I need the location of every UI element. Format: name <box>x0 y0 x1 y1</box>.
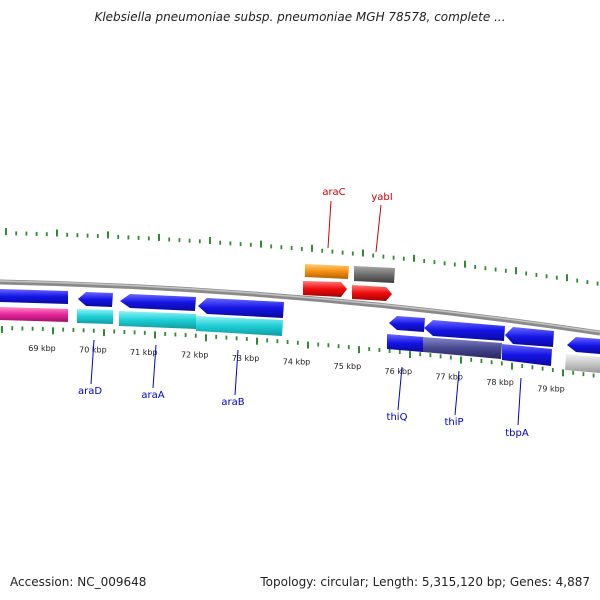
genome-backbone <box>0 279 600 336</box>
gene-label-thiP[interactable]: thiP <box>444 417 463 428</box>
kbp-tick-label: 74 kbp <box>283 358 311 367</box>
gene-slate-lower[interactable] <box>423 337 502 359</box>
gene-reverse-blue-left[interactable] <box>0 289 68 304</box>
genome-backbone-highlight <box>0 280 600 333</box>
gene-label-group: araC yabI araD araA araB thiQ thiP tbpA <box>78 187 529 439</box>
gene-forward-red-2[interactable] <box>352 285 392 301</box>
gene-cyan-2[interactable] <box>119 311 196 329</box>
gene-label-araD[interactable]: araD <box>78 386 102 397</box>
gene-thiP-arrow[interactable] <box>424 320 505 341</box>
gene-light-grey[interactable] <box>565 354 600 373</box>
gene-cyan-3[interactable] <box>196 316 283 336</box>
gene-label-araC[interactable]: araC <box>322 187 345 198</box>
gene-cyan-1[interactable] <box>77 309 113 324</box>
kbp-tick-label: 78 kbp <box>486 378 514 387</box>
kbp-tick-label: 71 kbp <box>130 348 158 357</box>
kbp-tick-label: 75 kbp <box>334 362 362 371</box>
gene-yabI-arrow[interactable] <box>354 266 395 283</box>
upper-tick-track <box>5 228 599 286</box>
gene-tbpA-arrow[interactable] <box>505 327 554 347</box>
gene-label-araB[interactable]: araB <box>221 397 244 408</box>
kbp-tick-label: 79 kbp <box>537 385 565 394</box>
gene-label-tbpA[interactable]: tbpA <box>505 428 529 439</box>
kbp-tick-label: 77 kbp <box>435 372 463 381</box>
gene-label-thiQ[interactable]: thiQ <box>387 412 408 423</box>
topology-summary: Topology: circular; Length: 5,315,120 bp… <box>260 575 590 589</box>
gene-forward-red-1[interactable] <box>303 281 347 297</box>
gene-blue-lower-2[interactable] <box>502 344 552 366</box>
map-title: Klebsiella pneumoniae subsp. pneumoniae … <box>94 10 506 24</box>
label-leader-lines <box>90 200 522 426</box>
kbp-tick-label: 76 kbp <box>385 367 413 376</box>
gene-araD-arrow[interactable] <box>78 292 113 307</box>
gene-araC-arrow[interactable] <box>305 264 349 279</box>
kbp-tick-label: 69 kbp <box>28 344 56 353</box>
gene-blue-lower-1[interactable] <box>387 334 423 352</box>
gene-magenta-left[interactable] <box>0 307 68 322</box>
kbp-tick-label: 73 kbp <box>232 354 260 363</box>
gene-label-araA[interactable]: araA <box>141 390 164 401</box>
gene-track <box>0 264 600 373</box>
lower-tick-track <box>1 326 595 378</box>
gene-thiQ-arrow[interactable] <box>389 316 425 332</box>
gene-araB-arrow[interactable] <box>198 298 284 318</box>
gene-label-yabI[interactable]: yabI <box>371 192 392 203</box>
kbp-tick-label: 72 kbp <box>181 351 209 360</box>
accession-text: Accession: NC_009648 <box>10 575 147 589</box>
gene-araA-arrow[interactable] <box>120 294 196 311</box>
gene-far-right-blue[interactable] <box>567 337 600 354</box>
